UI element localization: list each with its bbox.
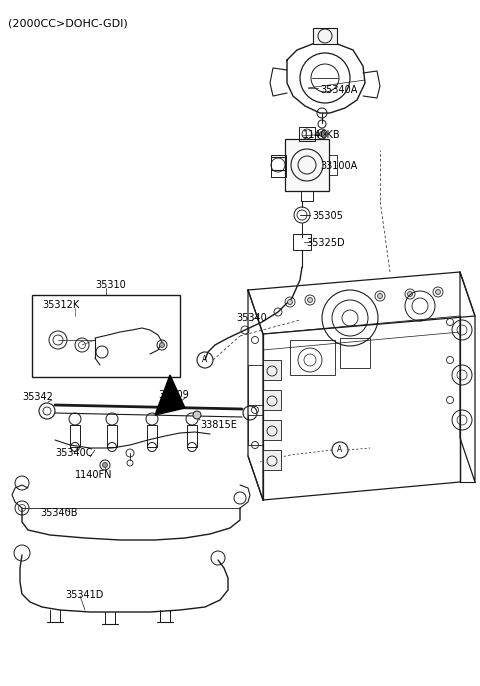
Bar [263,390,281,410]
Bar [263,360,281,380]
Text: 35340C: 35340C [55,448,93,458]
Text: 35340B: 35340B [40,508,77,518]
Circle shape [159,342,165,348]
Text: 35312K: 35312K [42,300,79,310]
Bar [263,420,281,440]
Bar [147,425,157,447]
Circle shape [308,298,312,303]
Text: (2000CC>DOHC-GDI): (2000CC>DOHC-GDI) [8,18,128,28]
Text: 35305: 35305 [312,211,343,221]
Bar [340,338,370,368]
Bar [248,365,263,405]
Bar [301,191,313,201]
Bar [290,340,335,375]
Circle shape [408,292,412,296]
Bar [70,425,80,447]
Text: 35341D: 35341D [65,590,103,600]
Text: 35342: 35342 [22,392,53,402]
Text: 1140KB: 1140KB [303,130,341,140]
Text: A: A [337,445,343,455]
Text: 35325D: 35325D [306,238,345,248]
Text: 35309: 35309 [158,390,189,400]
Text: 35340A: 35340A [320,85,358,95]
Text: 33100A: 33100A [320,161,357,171]
Bar [285,139,329,191]
Circle shape [103,462,108,467]
Text: 33815E: 33815E [200,420,237,430]
Bar [293,234,311,250]
Circle shape [288,300,292,305]
Bar [107,425,117,447]
Text: 1140FN: 1140FN [75,470,112,480]
Circle shape [320,132,324,137]
Text: 35310: 35310 [95,280,126,290]
Text: 35340: 35340 [236,313,267,323]
Circle shape [193,411,201,419]
Bar [248,415,263,445]
Bar [271,155,286,177]
Bar [263,450,281,470]
Polygon shape [155,375,185,415]
Bar [187,425,197,447]
Circle shape [377,294,383,298]
Text: A: A [203,355,208,364]
Bar [313,28,337,44]
Circle shape [435,289,441,294]
Bar [32,295,180,377]
Bar [299,127,315,141]
